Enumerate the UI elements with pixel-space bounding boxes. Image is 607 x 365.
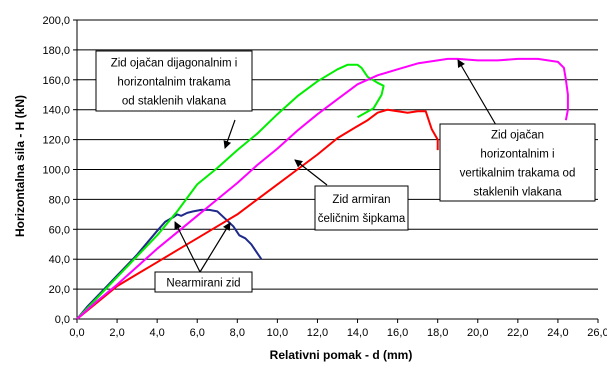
x-tick-label: 26,0	[587, 327, 607, 339]
y-tick-label: 160,0	[42, 75, 70, 87]
annotation-box	[314, 185, 409, 231]
annotation-arrows	[174, 59, 497, 273]
annotation-unreinforced: Nearmirani zid	[154, 271, 253, 293]
annotation-diagonal-reinforced: Zid ojačan dijagonalnim i horizontalnim t…	[95, 50, 253, 112]
annotation-arrow	[174, 221, 201, 273]
annotation-text: horizontalnim trakama	[117, 77, 231, 89]
annotation-steel-reinforced: Zid armiran čeličnim šipkama	[314, 185, 409, 231]
annotation-arrow	[457, 59, 497, 126]
y-axis-title: Horizontalna sila - H (kN)	[13, 95, 27, 237]
annotation-box	[154, 271, 253, 293]
series-line-diagonal	[76, 63, 385, 320]
y-tick-label: 180,0	[42, 45, 70, 57]
annotation-arrow	[294, 159, 328, 186]
y-tick-label: 40,0	[49, 254, 70, 266]
annotation-text: Zid ojačan	[491, 130, 544, 142]
annotation-text: Zid armiran	[332, 194, 390, 206]
annotation-text: Zid ojačan dijagonalnim i	[111, 58, 238, 70]
annotation-text: staklenih vlakana	[473, 187, 562, 199]
annotation-text: vertikalnim trakama od	[460, 168, 576, 180]
annotation-text: od staklenih vlakana	[122, 96, 227, 108]
series-line-steel	[76, 108, 439, 320]
y-tick-label: 140,0	[42, 105, 70, 117]
x-axis-title: Relativni pomak - d (mm)	[270, 348, 413, 362]
y-tick-label: 80,0	[49, 194, 70, 206]
x-tick-label: 22,0	[507, 327, 528, 339]
y-tick-label: 120,0	[42, 135, 70, 147]
x-tick-label: 20,0	[467, 327, 488, 339]
tick-labels: 0,0 20,0 40,0 60,0 80,0 100,0 120,0 140,0 160,0 1…	[42, 15, 607, 339]
annotation-arrow	[223, 119, 236, 149]
series-line-unreinforced	[76, 208, 263, 320]
x-tick-label: 6,0	[190, 327, 205, 339]
y-tick-label: 200,0	[42, 15, 70, 27]
y-tick-label: 0,0	[55, 314, 70, 326]
annotation-box	[95, 50, 253, 112]
annotation-box	[439, 123, 596, 202]
axes	[73, 19, 599, 323]
annotation-text: horizontalnim i	[480, 149, 554, 161]
annotation-boxes: Zid ojačan dijagonalnim i horizontalnim t…	[95, 50, 596, 293]
y-tick-label: 100,0	[42, 165, 70, 177]
y-tick-label: 20,0	[49, 284, 70, 296]
x-tick-label: 0,0	[69, 327, 84, 339]
x-tick-label: 18,0	[427, 327, 448, 339]
x-tick-label: 16,0	[387, 327, 408, 339]
annotation-arrow	[199, 222, 231, 273]
x-tick-label: 4,0	[150, 327, 165, 339]
x-tick-label: 24,0	[547, 327, 568, 339]
x-tick-label: 10,0	[267, 327, 288, 339]
annotation-vertical-reinforced: Zid ojačan horizontalnim i vertikalnim tra…	[439, 123, 596, 202]
annotation-text: Nearmirani zid	[166, 278, 240, 290]
x-tick-label: 2,0	[109, 327, 124, 339]
x-tick-label: 8,0	[230, 327, 245, 339]
y-tick-label: 60,0	[49, 224, 70, 236]
x-tick-label: 12,0	[307, 327, 328, 339]
x-tick-label: 14,0	[347, 327, 368, 339]
annotation-text: čeličnim šipkama	[318, 213, 406, 225]
